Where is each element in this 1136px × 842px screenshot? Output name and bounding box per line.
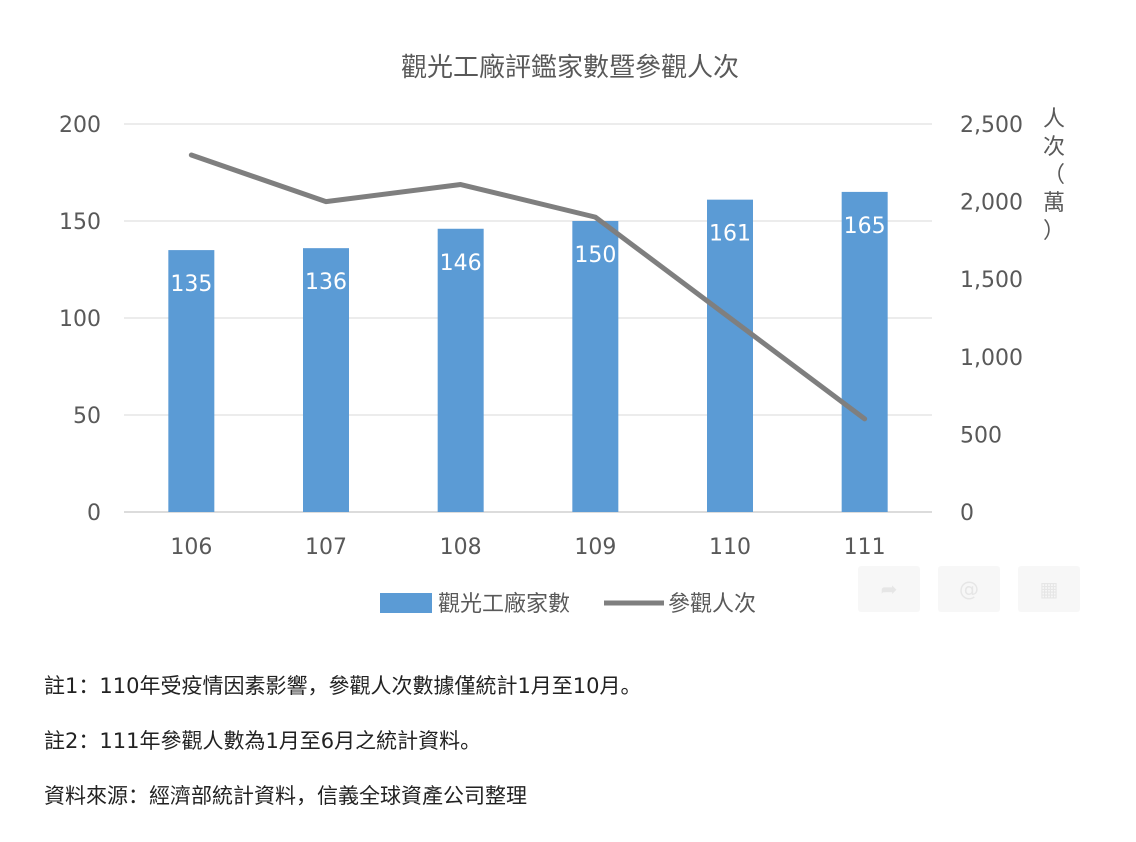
- y-right-tick-label: 1,000: [960, 346, 1023, 371]
- line-series: [188, 152, 868, 422]
- y-left-tick-label: 100: [59, 307, 101, 332]
- y-left-tick-label: 200: [59, 113, 101, 138]
- bar-data-label: 135: [170, 272, 212, 297]
- bar-data-label: 161: [709, 222, 751, 247]
- legend-bar-swatch: [380, 593, 432, 613]
- axis-labels: 0 50 100 150 200 0 500 1,000 1,500 2,000 2,500 人次 （ 萬…: [59, 107, 1065, 560]
- notes: 註1：110年受疫情因素影響，參觀人次數據僅統計1月至10月。 註2：111年參…: [44, 672, 1104, 837]
- chart-title: 觀光工廠評鑑家數暨參觀人次: [401, 53, 739, 83]
- bar: [841, 191, 888, 512]
- line-point: [190, 154, 192, 156]
- x-tick-label: 107: [305, 535, 347, 560]
- note-2: 註2：111年參觀人數為1月至6月之統計資料。: [44, 729, 482, 753]
- x-tick-label: 109: [574, 535, 616, 560]
- share-button[interactable]: ➦: [858, 566, 920, 612]
- line-point: [594, 216, 596, 218]
- grid-button[interactable]: ▦: [1018, 566, 1080, 612]
- grid-icon: ▦: [1039, 577, 1059, 601]
- y-right-tick-label: 2,500: [960, 113, 1023, 138]
- line-point: [729, 317, 731, 319]
- y-right-tick-label: 0: [960, 501, 974, 526]
- bar: [572, 221, 619, 512]
- gridlines: [124, 123, 932, 513]
- bar: [303, 248, 349, 512]
- bar-data-label: 146: [440, 251, 482, 276]
- bar-data-label: 136: [305, 270, 347, 295]
- y-left-tick-label: 0: [87, 501, 101, 526]
- email-button[interactable]: @: [938, 566, 1000, 612]
- bar: [707, 199, 753, 512]
- legend: 觀光工廠家數 參觀人次: [380, 592, 756, 617]
- x-tick-label: 110: [709, 535, 751, 560]
- y-right-axis-title-char: 萬: [1043, 191, 1065, 216]
- bar-data-label: 165: [844, 214, 886, 239]
- x-tick-label: 111: [844, 535, 886, 560]
- combo-chart: 觀光工廠評鑑家數暨參觀人次 135 136 146 150 161 165 0 50 100 1…: [59, 53, 1065, 617]
- x-tick-label: 106: [170, 535, 212, 560]
- y-right-axis-title-char: 人: [1043, 107, 1065, 132]
- legend-line-label: 參觀人次: [668, 592, 756, 617]
- line-point: [864, 418, 866, 420]
- bar: [168, 250, 215, 512]
- at-icon: @: [959, 577, 979, 601]
- y-right-axis-title-char: （: [1043, 163, 1065, 188]
- legend-bar-label: 觀光工廠家數: [438, 592, 570, 617]
- y-right-tick-label: 1,500: [960, 268, 1023, 293]
- x-tick-label: 108: [440, 535, 482, 560]
- line-point: [325, 201, 327, 203]
- bar: [437, 228, 484, 512]
- y-left-tick-label: 150: [59, 210, 101, 235]
- bars: 135 136 146 150 161 165: [168, 191, 888, 512]
- line-point: [460, 184, 462, 186]
- share-icon: ➦: [880, 577, 898, 601]
- bar-data-label: 150: [574, 243, 616, 268]
- visits-line: [188, 152, 868, 422]
- note-1: 註1：110年受疫情因素影響，參觀人次數據僅統計1月至10月。: [44, 674, 642, 698]
- source-note: 資料來源：經濟部統計資料，信義全球資產公司整理: [44, 784, 527, 808]
- y-right-axis-title-char: ）: [1043, 219, 1065, 244]
- y-right-axis-title-char: 次: [1043, 135, 1065, 160]
- y-right-tick-label: 500: [960, 423, 1002, 448]
- y-right-tick-label: 2,000: [960, 191, 1023, 216]
- y-left-tick-label: 50: [73, 404, 101, 429]
